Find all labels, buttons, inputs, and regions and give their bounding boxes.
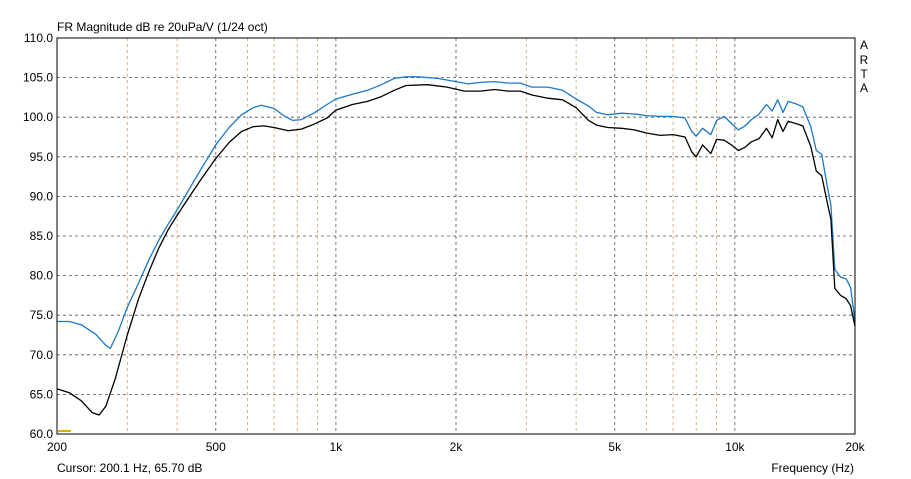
x-tick-label: 10k (725, 440, 745, 454)
watermark: A R T A (860, 38, 869, 95)
y-tick-label: 90.0 (30, 189, 54, 203)
y-tick-label: 100.0 (23, 110, 53, 124)
series-line-2 (56, 84, 856, 416)
x-tick-label: 1k (330, 440, 344, 454)
y-tick-label: 105.0 (23, 71, 53, 85)
y-tick-label: 65.0 (30, 387, 54, 401)
watermark-letter: A (860, 81, 868, 95)
watermark-letter: T (860, 67, 868, 81)
x-tick-label: 500 (206, 440, 226, 454)
x-axis-ticks: 200 500 1k 2k 5k 10k 20k (47, 440, 866, 454)
y-tick-label: 70.0 (30, 348, 54, 362)
y-tick-label: 85.0 (30, 229, 54, 243)
y-tick-label: 95.0 (30, 150, 54, 164)
plot-border (56, 37, 856, 435)
watermark-letter: A (860, 38, 868, 52)
x-tick-label: 20k (845, 440, 865, 454)
watermark-letter: R (860, 53, 869, 67)
series-layer (56, 76, 856, 432)
cursor-readout: Cursor: 200.1 Hz, 65.70 dB (57, 461, 202, 475)
grid (57, 38, 855, 434)
x-tick-label: 5k (608, 440, 622, 454)
x-axis-label: Frequency (Hz) (771, 461, 854, 475)
y-tick-label: 75.0 (30, 308, 54, 322)
y-tick-label: 110.0 (24, 31, 53, 45)
y-axis-ticks: 60.0 65.0 70.0 75.0 80.0 85.0 90.0 95.0 100.0 105… (23, 31, 53, 441)
chart-title: FR Magnitude dB re 20uPa/V (1/24 oct) (57, 20, 268, 34)
series-line-1 (57, 76, 856, 350)
y-tick-label: 80.0 (30, 269, 54, 283)
y-tick-label: 60.0 (30, 427, 54, 441)
x-tick-label: 2k (450, 440, 464, 454)
x-tick-label: 200 (47, 440, 67, 454)
